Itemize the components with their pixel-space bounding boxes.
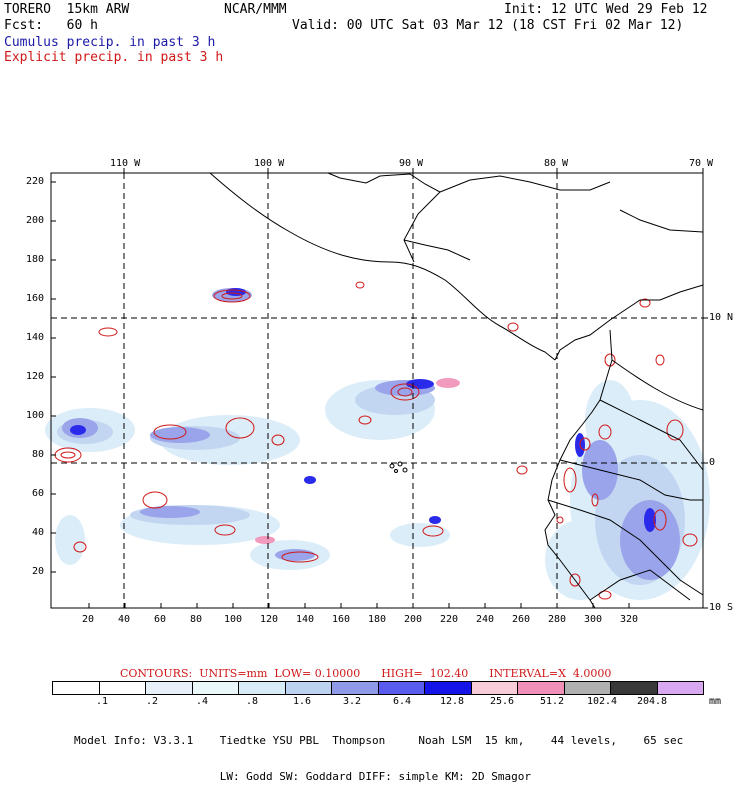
x-tick-label: 280 [548, 614, 567, 625]
lon-label: 80 W [544, 158, 569, 169]
x-tick-label: 240 [476, 614, 495, 625]
lat-label: 10 S [709, 602, 734, 613]
model-info: Model Info: V3.3.1 Tiedtke YSU PBL Thomp… [74, 711, 683, 795]
colorbar-cell [192, 682, 239, 694]
colorbar-label: 25.6 [489, 696, 515, 707]
y-tick-label: 20 [32, 566, 45, 577]
lon-label: 100 W [254, 158, 285, 169]
explicit-precip-contours [54, 281, 698, 600]
coastlines [209, 172, 704, 609]
colorbar-label: 1.6 [292, 696, 312, 707]
colorbar-label: 204.8 [636, 696, 668, 707]
y-tick-label: 40 [32, 527, 45, 538]
galapagos-islands [389, 461, 408, 473]
contour-info: CONTOURS: UNITS=mm LOW= 0.10000 HIGH= 10… [120, 667, 612, 680]
colorbar-label: 102.4 [586, 696, 618, 707]
y-tick-label: 180 [26, 254, 45, 265]
model-info-line-1: Model Info: V3.3.1 Tiedtke YSU PBL Thomp… [74, 734, 684, 747]
colorbar-cell [239, 682, 286, 694]
x-tick-label: 140 [296, 614, 315, 625]
y-tick-label: 220 [26, 176, 45, 187]
x-tick-label: 40 [118, 614, 131, 625]
axis-ticks [51, 168, 708, 609]
colorbar-label: .4 [195, 696, 209, 707]
x-tick-label: 80 [190, 614, 203, 625]
colorbar-cell [99, 682, 146, 694]
organization: NCAR/MMM [224, 2, 287, 17]
y-tick-label: 60 [32, 488, 45, 499]
x-tick-label: 160 [332, 614, 351, 625]
colorbar [52, 681, 704, 695]
y-tick-label: 80 [32, 449, 45, 460]
colorbar-label: .2 [145, 696, 159, 707]
lat-label: 10 N [709, 312, 734, 323]
colorbar-label: .8 [245, 696, 259, 707]
x-tick-label: 320 [620, 614, 639, 625]
colorbar-label: 12.8 [439, 696, 465, 707]
lat-label: 0 [709, 457, 716, 468]
colorbar-cell [425, 682, 472, 694]
colorbar-label: .1 [95, 696, 109, 707]
x-tick-label: 120 [260, 614, 279, 625]
colorbar-label: 51.2 [539, 696, 565, 707]
colorbar-cell [285, 682, 332, 694]
y-tick-label: 120 [26, 371, 45, 382]
lon-label: 90 W [399, 158, 424, 169]
legend-cumulus: Cumulus precip. in past 3 h [4, 35, 216, 50]
colorbar-cell [611, 682, 658, 694]
colorbar-label: 6.4 [392, 696, 412, 707]
precip-map [45, 168, 710, 609]
cumulus-precip-shading [45, 288, 710, 600]
x-tick-label: 60 [154, 614, 167, 625]
x-tick-label: 300 [584, 614, 603, 625]
legend-explicit: Explicit precip. in past 3 h [4, 50, 224, 65]
colorbar-cell [53, 682, 100, 694]
y-tick-label: 140 [26, 332, 45, 343]
colorbar-cell [518, 682, 565, 694]
x-tick-label: 200 [404, 614, 423, 625]
y-tick-label: 160 [26, 293, 45, 304]
x-tick-label: 220 [440, 614, 459, 625]
colorbar-cell [378, 682, 425, 694]
colorbar-cell [657, 682, 703, 694]
x-tick-label: 20 [82, 614, 95, 625]
lon-label: 110 W [110, 158, 141, 169]
model-title: TORERO 15km ARW [4, 2, 130, 17]
colorbar-cell [332, 682, 379, 694]
model-info-line-2: LW: Godd SW: Goddard DIFF: simple KM: 2D… [74, 770, 531, 783]
y-tick-label: 200 [26, 215, 45, 226]
x-tick-label: 260 [512, 614, 531, 625]
valid-time: Valid: 00 UTC Sat 03 Mar 12 (18 CST Fri … [292, 18, 684, 33]
colorbar-cell [146, 682, 193, 694]
y-tick-label: 100 [26, 410, 45, 421]
forecast-hour: Fcst: 60 h [4, 18, 98, 33]
lat-lon-grid [51, 173, 703, 608]
colorbar-unit: mm [708, 696, 722, 707]
lon-label: 70 W [689, 158, 714, 169]
init-time: Init: 12 UTC Wed 29 Feb 12 [504, 2, 708, 17]
colorbar-cell [564, 682, 611, 694]
colorbar-label: 3.2 [342, 696, 362, 707]
x-tick-label: 100 [224, 614, 243, 625]
x-tick-label: 180 [368, 614, 387, 625]
colorbar-cell [471, 682, 518, 694]
